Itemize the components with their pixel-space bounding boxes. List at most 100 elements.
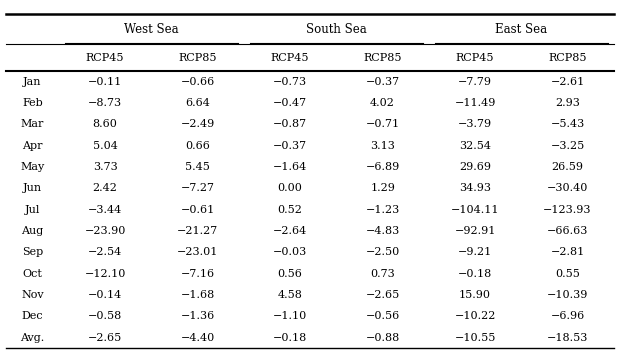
Text: −10.55: −10.55 [454,332,496,342]
Text: −6.96: −6.96 [551,311,585,321]
Text: 2.93: 2.93 [555,98,580,108]
Text: −0.37: −0.37 [366,77,400,87]
Text: −0.18: −0.18 [458,269,492,279]
Text: −3.25: −3.25 [551,141,585,151]
Text: −0.14: −0.14 [88,290,122,300]
Text: 0.55: 0.55 [555,269,580,279]
Text: −2.65: −2.65 [365,290,400,300]
Text: 6.64: 6.64 [185,98,210,108]
Text: −0.87: −0.87 [273,120,307,129]
Text: −11.49: −11.49 [454,98,496,108]
Text: 4.58: 4.58 [278,290,303,300]
Text: −0.56: −0.56 [365,311,400,321]
Text: −123.93: −123.93 [543,205,592,215]
Text: −0.73: −0.73 [273,77,307,87]
Text: RCP85: RCP85 [548,53,587,63]
Text: 2.42: 2.42 [93,183,118,194]
Text: −9.21: −9.21 [458,247,492,257]
Text: −5.43: −5.43 [551,120,585,129]
Text: −0.18: −0.18 [273,332,308,342]
Text: Aug: Aug [22,226,43,236]
Text: Dec: Dec [22,311,43,321]
Text: −6.89: −6.89 [365,162,400,172]
Text: −0.11: −0.11 [88,77,122,87]
Text: −2.50: −2.50 [365,247,400,257]
Text: South Sea: South Sea [306,23,366,36]
Text: −7.27: −7.27 [180,183,215,194]
Text: −0.37: −0.37 [273,141,307,151]
Text: −1.23: −1.23 [365,205,400,215]
Text: −2.61: −2.61 [551,77,585,87]
Text: 0.73: 0.73 [370,269,395,279]
Text: −92.91: −92.91 [454,226,496,236]
Text: 26.59: 26.59 [552,162,583,172]
Text: −7.79: −7.79 [458,77,492,87]
Text: −30.40: −30.40 [547,183,588,194]
Text: 0.66: 0.66 [185,141,210,151]
Text: −10.22: −10.22 [454,311,496,321]
Text: 3.13: 3.13 [370,141,395,151]
Text: 8.60: 8.60 [93,120,118,129]
Text: Jan: Jan [24,77,42,87]
Text: −2.65: −2.65 [88,332,122,342]
Text: −23.01: −23.01 [177,247,218,257]
Text: −2.49: −2.49 [180,120,215,129]
Text: −23.90: −23.90 [84,226,126,236]
Text: Oct: Oct [22,269,43,279]
Text: −4.83: −4.83 [365,226,400,236]
Text: 5.04: 5.04 [93,141,118,151]
Text: Nov: Nov [21,290,44,300]
Text: 3.73: 3.73 [93,162,118,172]
Text: −18.53: −18.53 [547,332,588,342]
Text: RCP85: RCP85 [363,53,402,63]
Text: 32.54: 32.54 [459,141,491,151]
Text: 0.00: 0.00 [278,183,303,194]
Text: −0.88: −0.88 [365,332,400,342]
Text: Jul: Jul [25,205,40,215]
Text: −7.16: −7.16 [180,269,215,279]
Text: −0.47: −0.47 [273,98,307,108]
Text: −0.66: −0.66 [180,77,215,87]
Text: −2.54: −2.54 [88,247,122,257]
Text: Sep: Sep [22,247,43,257]
Text: 0.56: 0.56 [278,269,303,279]
Text: Mar: Mar [21,120,44,129]
Text: 5.45: 5.45 [185,162,210,172]
Text: East Sea: East Sea [495,23,547,36]
Text: −1.68: −1.68 [180,290,215,300]
Text: −104.11: −104.11 [451,205,499,215]
Text: 34.93: 34.93 [459,183,491,194]
Text: −2.64: −2.64 [273,226,308,236]
Text: −0.03: −0.03 [273,247,308,257]
Text: Avg.: Avg. [20,332,45,342]
Text: West Sea: West Sea [124,23,179,36]
Text: −4.40: −4.40 [180,332,215,342]
Text: −0.58: −0.58 [88,311,122,321]
Text: −0.71: −0.71 [366,120,400,129]
Text: May: May [20,162,45,172]
Text: −8.73: −8.73 [88,98,122,108]
Text: 0.52: 0.52 [278,205,303,215]
Text: RCP45: RCP45 [271,53,309,63]
Text: Apr: Apr [22,141,43,151]
Text: −0.61: −0.61 [180,205,215,215]
Text: −12.10: −12.10 [84,269,126,279]
Text: Feb: Feb [22,98,43,108]
Text: −3.79: −3.79 [458,120,492,129]
Text: 15.90: 15.90 [459,290,491,300]
Text: −10.39: −10.39 [547,290,588,300]
Text: −1.10: −1.10 [273,311,308,321]
Text: −21.27: −21.27 [177,226,218,236]
Text: RCP45: RCP45 [86,53,125,63]
Text: RCP45: RCP45 [456,53,494,63]
Text: 29.69: 29.69 [459,162,491,172]
Text: −1.36: −1.36 [180,311,215,321]
Text: Jun: Jun [23,183,42,194]
Text: 1.29: 1.29 [370,183,395,194]
Text: −1.64: −1.64 [273,162,308,172]
Text: −2.81: −2.81 [551,247,585,257]
Text: −3.44: −3.44 [88,205,122,215]
Text: −66.63: −66.63 [547,226,588,236]
Text: 4.02: 4.02 [370,98,395,108]
Text: RCP85: RCP85 [179,53,217,63]
